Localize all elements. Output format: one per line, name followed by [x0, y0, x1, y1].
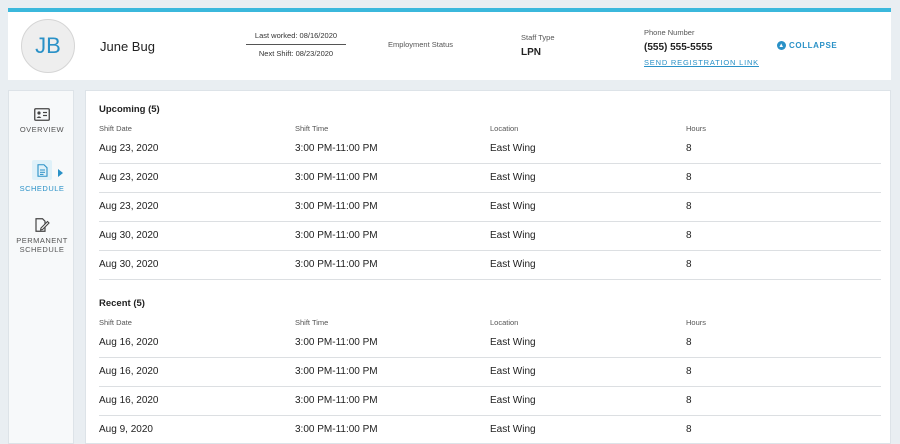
- employment-status-label: Employment Status: [388, 40, 454, 49]
- schedule-panel: Upcoming (5) Shift Date Shift Time Locat…: [85, 90, 891, 444]
- column-header-shift-date: Shift Date: [99, 124, 132, 133]
- shift-date: Aug 23, 2020: [99, 201, 159, 212]
- location: East Wing: [490, 143, 536, 154]
- hours: 8: [686, 201, 692, 212]
- staff-type-value: LPN: [521, 47, 541, 58]
- staff-name: June Bug: [100, 39, 155, 54]
- shift-time: 3:00 PM-11:00 PM: [295, 230, 378, 241]
- hours: 8: [686, 172, 692, 183]
- location: East Wing: [490, 424, 536, 435]
- table-row[interactable]: Aug 23, 2020 3:00 PM-11:00 PM East Wing …: [99, 164, 881, 193]
- table-row[interactable]: Aug 30, 2020 3:00 PM-11:00 PM East Wing …: [99, 222, 881, 251]
- staff-header: JB June Bug Last worked: 08/16/2020 Next…: [8, 8, 891, 80]
- shift-date: Aug 16, 2020: [99, 395, 159, 406]
- upcoming-title: Upcoming (5): [99, 104, 160, 115]
- location: East Wing: [490, 366, 536, 377]
- column-header-location: Location: [490, 318, 519, 327]
- location: East Wing: [490, 230, 536, 241]
- hours: 8: [686, 259, 692, 270]
- location: East Wing: [490, 172, 536, 183]
- send-registration-link[interactable]: SEND REGISTRATION LINK: [644, 58, 759, 67]
- shift-date: Aug 9, 2020: [99, 424, 153, 435]
- sidebar-item-label: PERMANENT SCHEDULE: [9, 236, 75, 254]
- sidebar-item-label: SCHEDULE: [19, 184, 65, 193]
- shift-time: 3:00 PM-11:00 PM: [295, 424, 378, 435]
- sidebar-item-overview[interactable]: OVERVIEW: [9, 108, 75, 134]
- sidebar: OVERVIEW SCHEDULE PERMANENT SCHEDULE: [8, 90, 74, 444]
- chevron-up-icon: ▲: [777, 41, 786, 50]
- collapse-button[interactable]: ▲ COLLAPSE: [777, 41, 837, 50]
- table-row[interactable]: Aug 16, 2020 3:00 PM-11:00 PM East Wing …: [99, 387, 881, 416]
- column-header-shift-time: Shift Time: [295, 318, 329, 327]
- hours: 8: [686, 395, 692, 406]
- shift-time: 3:00 PM-11:00 PM: [295, 395, 378, 406]
- phone-label: Phone Number: [644, 28, 695, 37]
- location: East Wing: [490, 259, 536, 270]
- avatar: JB: [21, 19, 75, 73]
- location: East Wing: [490, 337, 536, 348]
- shift-dates: Last worked: 08/16/2020 Next Shift: 08/2…: [246, 31, 346, 58]
- shift-time: 3:00 PM-11:00 PM: [295, 143, 378, 154]
- column-header-location: Location: [490, 124, 519, 133]
- caret-right-icon: [58, 169, 63, 177]
- staff-type-label: Staff Type: [521, 33, 555, 42]
- shift-date: Aug 16, 2020: [99, 337, 159, 348]
- last-worked: Last worked: 08/16/2020: [246, 31, 346, 45]
- shift-time: 3:00 PM-11:00 PM: [295, 366, 378, 377]
- table-row[interactable]: Aug 30, 2020 3:00 PM-11:00 PM East Wing …: [99, 251, 881, 280]
- hours: 8: [686, 424, 692, 435]
- edit-document-icon: [34, 218, 50, 232]
- label-line-1: PERMANENT: [16, 236, 68, 245]
- hours: 8: [686, 337, 692, 348]
- column-header-shift-date: Shift Date: [99, 318, 132, 327]
- sidebar-item-schedule[interactable]: SCHEDULE: [9, 160, 75, 193]
- id-card-icon: [34, 108, 50, 121]
- sidebar-item-permanent-schedule[interactable]: PERMANENT SCHEDULE: [9, 218, 75, 254]
- phone-value: (555) 555-5555: [644, 42, 713, 53]
- shift-date: Aug 23, 2020: [99, 143, 159, 154]
- hours: 8: [686, 366, 692, 377]
- table-row[interactable]: Aug 16, 2020 3:00 PM-11:00 PM East Wing …: [99, 329, 881, 358]
- table-row[interactable]: Aug 23, 2020 3:00 PM-11:00 PM East Wing …: [99, 193, 881, 222]
- shift-time: 3:00 PM-11:00 PM: [295, 259, 378, 270]
- location: East Wing: [490, 201, 536, 212]
- collapse-label: COLLAPSE: [789, 41, 838, 50]
- shift-date: Aug 23, 2020: [99, 172, 159, 183]
- shift-date: Aug 30, 2020: [99, 230, 159, 241]
- document-icon: [36, 163, 48, 177]
- shift-time: 3:00 PM-11:00 PM: [295, 201, 378, 212]
- active-indicator: [32, 160, 52, 180]
- recent-title: Recent (5): [99, 298, 145, 309]
- location: East Wing: [490, 395, 536, 406]
- shift-date: Aug 30, 2020: [99, 259, 159, 270]
- column-header-hours: Hours: [686, 124, 707, 133]
- shift-date: Aug 16, 2020: [99, 366, 159, 377]
- table-row[interactable]: Aug 23, 2020 3:00 PM-11:00 PM East Wing …: [99, 135, 881, 164]
- label-line-2: SCHEDULE: [19, 245, 65, 254]
- next-shift: Next Shift: 08/23/2020: [258, 49, 334, 58]
- hours: 8: [686, 230, 692, 241]
- hours: 8: [686, 143, 692, 154]
- table-row[interactable]: Aug 9, 2020 3:00 PM-11:00 PM East Wing 8: [99, 416, 881, 443]
- table-row[interactable]: Aug 16, 2020 3:00 PM-11:00 PM East Wing …: [99, 358, 881, 387]
- sidebar-item-label: OVERVIEW: [19, 125, 65, 134]
- shift-time: 3:00 PM-11:00 PM: [295, 172, 378, 183]
- column-header-shift-time: Shift Time: [295, 124, 329, 133]
- shift-time: 3:00 PM-11:00 PM: [295, 337, 378, 348]
- column-header-hours: Hours: [686, 318, 707, 327]
